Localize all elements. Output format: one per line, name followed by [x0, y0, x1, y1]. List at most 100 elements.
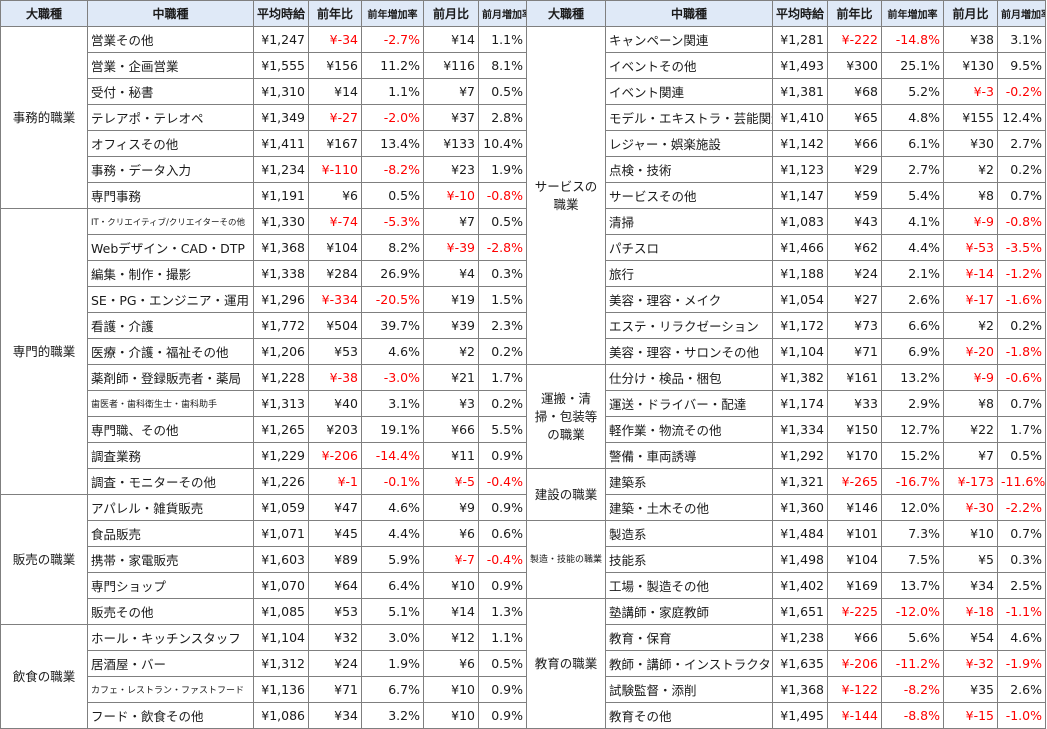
- mom-diff-cell: ¥12: [423, 624, 479, 651]
- job-name-cell: IT・クリエイティブ/クリエイターその他: [87, 208, 254, 235]
- mom-diff-cell: ¥4: [423, 260, 479, 287]
- mom-diff-cell: ¥10: [943, 520, 998, 547]
- mom-diff-cell: ¥11: [423, 442, 479, 469]
- avg-wage-cell: ¥1,172: [772, 312, 828, 339]
- job-name-cell: 営業・企画営業: [87, 52, 254, 79]
- yoy-rate-cell: 4.8%: [881, 104, 944, 131]
- header-cell: 前月比: [943, 0, 998, 27]
- job-name-cell: テレアポ・テレオペ: [87, 104, 254, 131]
- avg-wage-cell: ¥1,238: [772, 624, 828, 651]
- avg-wage-cell: ¥1,292: [772, 442, 828, 469]
- job-name-cell: 警備・車両誘導: [605, 442, 773, 469]
- mom-rate-cell: 0.2%: [997, 312, 1046, 339]
- job-name-cell: 薬剤師・登録販売者・薬局: [87, 364, 254, 391]
- yoy-diff-cell: ¥504: [308, 312, 362, 339]
- job-name-cell: 専門事務: [87, 182, 254, 209]
- mom-rate-cell: 0.2%: [478, 338, 527, 365]
- mom-rate-cell: -1.9%: [997, 650, 1046, 677]
- avg-wage-cell: ¥1,330: [253, 208, 309, 235]
- table-row: 食品販売 ¥1,071 ¥45 4.4% ¥6 0.6% 製造・技能の職業 製造系 ¥1,484…: [1, 520, 1046, 599]
- mom-rate-cell: 1.3%: [478, 598, 527, 625]
- avg-wage-cell: ¥1,651: [772, 598, 828, 625]
- avg-wage-cell: ¥1,247: [253, 26, 309, 53]
- avg-wage-cell: ¥1,104: [772, 338, 828, 365]
- yoy-rate-cell: 0.5%: [361, 182, 424, 209]
- yoy-diff-cell: ¥146: [827, 494, 882, 521]
- job-name-cell: 清掃: [605, 208, 773, 235]
- avg-wage-cell: ¥1,085: [253, 598, 309, 625]
- mom-diff-cell: ¥2: [423, 338, 479, 365]
- avg-wage-cell: ¥1,281: [772, 26, 828, 53]
- mom-diff-cell: ¥6: [423, 520, 479, 547]
- mom-diff-cell: ¥-9: [943, 364, 998, 391]
- header-cell: 前月比: [423, 0, 479, 27]
- mom-rate-cell: -2.2%: [997, 494, 1046, 521]
- table-row: 看護・介護 ¥1,772 ¥504 39.7% ¥39 2.3% エステ・リラクゼーション ¥…: [1, 312, 1046, 339]
- mom-diff-cell: ¥34: [943, 572, 998, 599]
- job-name-cell: 調査業務: [87, 442, 254, 469]
- mom-diff-cell: ¥-32: [943, 650, 998, 677]
- yoy-diff-cell: ¥59: [827, 182, 882, 209]
- mom-diff-cell: ¥14: [423, 598, 479, 625]
- yoy-diff-cell: ¥24: [827, 260, 882, 287]
- job-name-cell: 食品販売: [87, 520, 254, 547]
- yoy-rate-cell: 6.1%: [881, 130, 944, 157]
- header-cell: 大職種: [526, 0, 606, 27]
- yoy-rate-cell: 1.9%: [361, 650, 424, 677]
- yoy-rate-cell: 39.7%: [361, 312, 424, 339]
- mom-diff-cell: ¥7: [423, 78, 479, 105]
- mom-rate-cell: 8.1%: [478, 52, 527, 79]
- job-name-cell: 技能系: [605, 546, 773, 573]
- mom-rate-cell: 0.7%: [997, 182, 1046, 209]
- mom-diff-cell: ¥-9: [943, 208, 998, 235]
- avg-wage-cell: ¥1,234: [253, 156, 309, 183]
- job-name-cell: ホール・キッチンスタッフ: [87, 624, 254, 651]
- mom-rate-cell: 4.6%: [997, 624, 1046, 651]
- yoy-diff-cell: ¥-144: [827, 702, 882, 729]
- header-cell: 前年比: [827, 0, 882, 27]
- avg-wage-cell: ¥1,059: [253, 494, 309, 521]
- yoy-rate-cell: 6.7%: [361, 676, 424, 703]
- mom-diff-cell: ¥133: [423, 130, 479, 157]
- yoy-rate-cell: 1.1%: [361, 78, 424, 105]
- yoy-diff-cell: ¥6: [308, 182, 362, 209]
- avg-wage-cell: ¥1,191: [253, 182, 309, 209]
- mom-rate-cell: 12.4%: [997, 104, 1046, 131]
- yoy-rate-cell: -8.2%: [361, 156, 424, 183]
- job-name-cell: 教師・講師・インストラクター: [605, 650, 773, 677]
- yoy-rate-cell: 2.9%: [881, 390, 944, 417]
- mom-diff-cell: ¥130: [943, 52, 998, 79]
- avg-wage-cell: ¥1,381: [772, 78, 828, 105]
- avg-wage-cell: ¥1,635: [772, 650, 828, 677]
- yoy-diff-cell: ¥169: [827, 572, 882, 599]
- avg-wage-cell: ¥1,226: [253, 468, 309, 495]
- mom-rate-cell: -3.5%: [997, 234, 1046, 261]
- yoy-diff-cell: ¥43: [827, 208, 882, 235]
- avg-wage-cell: ¥1,229: [253, 442, 309, 469]
- yoy-diff-cell: ¥156: [308, 52, 362, 79]
- mom-diff-cell: ¥10: [423, 572, 479, 599]
- job-name-cell: オフィスその他: [87, 130, 254, 157]
- table-row: Webデザイン・CAD・DTP ¥1,368 ¥104 8.2% ¥-39 -2.8% パチ…: [1, 234, 1046, 261]
- mom-diff-cell: ¥7: [943, 442, 998, 469]
- yoy-diff-cell: ¥40: [308, 390, 362, 417]
- yoy-diff-cell: ¥-265: [827, 468, 882, 495]
- mom-rate-cell: 0.9%: [478, 494, 527, 521]
- table-row: 調査・モニターその他 ¥1,226 ¥-1 -0.1% ¥-5 -0.4% 建設の職業 建築系…: [1, 468, 1046, 521]
- yoy-diff-cell: ¥45: [308, 520, 362, 547]
- job-name-cell: 美容・理容・メイク: [605, 286, 773, 313]
- yoy-diff-cell: ¥32: [308, 624, 362, 651]
- yoy-diff-cell: ¥-34: [308, 26, 362, 53]
- job-name-cell: サービスその他: [605, 182, 773, 209]
- yoy-diff-cell: ¥-74: [308, 208, 362, 235]
- mom-rate-cell: 0.2%: [997, 156, 1046, 183]
- yoy-diff-cell: ¥66: [827, 130, 882, 157]
- mom-rate-cell: 0.9%: [478, 676, 527, 703]
- avg-wage-cell: ¥1,368: [253, 234, 309, 261]
- mom-rate-cell: 1.7%: [478, 364, 527, 391]
- avg-wage-cell: ¥1,188: [772, 260, 828, 287]
- mom-rate-cell: 1.1%: [478, 624, 527, 651]
- avg-wage-cell: ¥1,411: [253, 130, 309, 157]
- table-row: 専門職、その他 ¥1,265 ¥203 19.1% ¥66 5.5% 軽作業・物流その他 ¥1…: [1, 416, 1046, 443]
- avg-wage-cell: ¥1,603: [253, 546, 309, 573]
